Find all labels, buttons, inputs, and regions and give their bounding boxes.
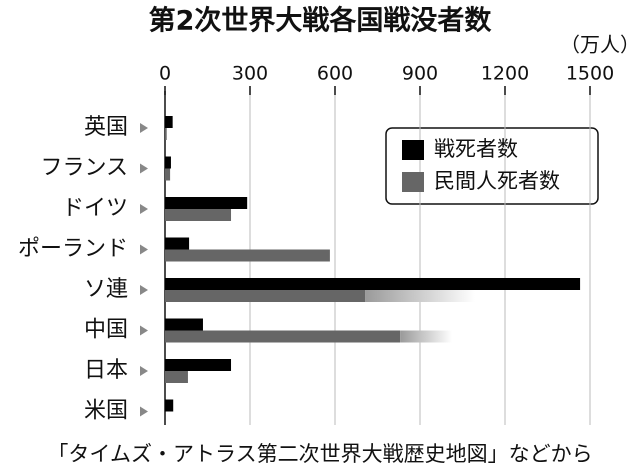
y-tick-label: 日本 xyxy=(84,358,128,383)
bar xyxy=(165,168,171,181)
row-marker xyxy=(140,204,148,214)
bar xyxy=(165,128,167,140)
bar xyxy=(165,116,173,128)
x-tick-label: 600 xyxy=(317,63,353,85)
range-bar xyxy=(365,290,475,302)
legend-label: 戦死者数 xyxy=(434,137,518,161)
bar xyxy=(165,209,232,221)
x-tick-label: 1200 xyxy=(481,63,529,85)
legend-swatch xyxy=(402,140,424,160)
source-note: 「タイムズ・アトラス第二次世界大戦歴史地図」などから xyxy=(47,442,592,466)
row-marker xyxy=(140,325,148,336)
bar xyxy=(165,359,232,371)
row-marker xyxy=(140,285,148,295)
row-marker xyxy=(140,163,148,174)
legend-box xyxy=(385,127,599,205)
y-tick-label: 米国 xyxy=(84,399,128,424)
bar xyxy=(165,249,330,262)
legend-swatch xyxy=(402,172,424,192)
y-tick-label: ドイツ xyxy=(62,196,128,221)
row-marker xyxy=(140,366,148,376)
bar xyxy=(165,237,190,250)
x-tick-label: 1500 xyxy=(566,63,614,85)
y-tick-label: 中国 xyxy=(84,318,128,343)
bar xyxy=(165,156,171,169)
bar xyxy=(165,278,581,290)
x-tick-label: 0 xyxy=(159,63,171,85)
range-bar xyxy=(400,330,453,343)
y-tick-label: 英国 xyxy=(84,115,128,140)
row-marker xyxy=(140,406,148,417)
y-tick-label: フランス xyxy=(40,156,128,181)
x-tick-label: 300 xyxy=(232,63,268,85)
x-tick-label: 900 xyxy=(402,63,438,85)
bar xyxy=(165,318,203,331)
bar xyxy=(165,330,401,343)
bar xyxy=(165,399,174,412)
y-tick-label: ポーランド xyxy=(18,237,128,262)
chart-title: 第2次世界大戦各国戦没者数 xyxy=(149,5,493,37)
bar xyxy=(165,197,248,209)
legend-label: 民間人死者数 xyxy=(434,169,560,193)
bar xyxy=(165,290,366,302)
y-tick-label: ソ連 xyxy=(84,277,128,302)
row-marker xyxy=(140,244,148,255)
row-marker xyxy=(140,123,148,133)
unit-label: （万人） xyxy=(560,33,640,57)
bar xyxy=(165,371,188,383)
